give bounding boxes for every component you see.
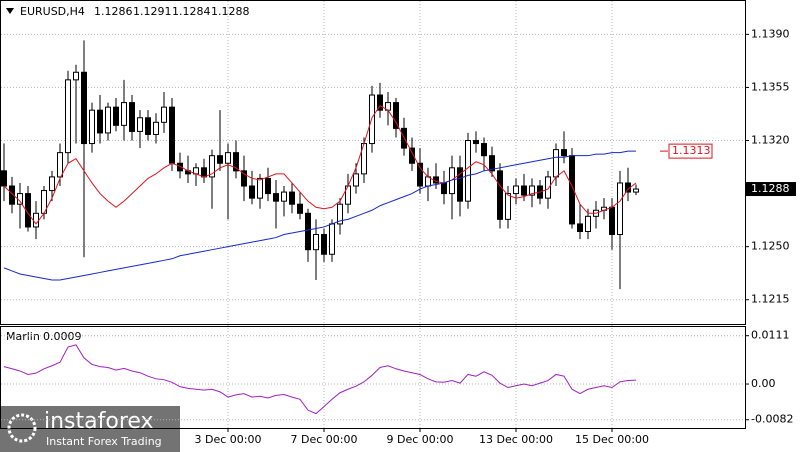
high-value: 1.1291 xyxy=(133,5,172,18)
close-value: 1.1288 xyxy=(211,5,250,18)
candle-body xyxy=(297,203,303,214)
candle-body xyxy=(505,193,511,220)
indicator-title: Marlin xyxy=(6,330,40,343)
candle-body xyxy=(393,102,399,129)
price-label-box xyxy=(668,143,713,159)
candle-body xyxy=(561,149,567,157)
x-tick-label: 13 Dec 00:00 xyxy=(479,433,553,446)
candle-body xyxy=(249,185,255,199)
main-panel xyxy=(0,0,746,325)
candle-body xyxy=(65,79,71,154)
candle-body xyxy=(633,188,639,193)
candle-body xyxy=(33,212,39,228)
candle-body xyxy=(441,182,447,195)
candle-body xyxy=(265,177,271,195)
y-tick-label: 1.1215 xyxy=(751,293,790,306)
indicator-line xyxy=(3,104,637,225)
y-tick-label: 0.0111 xyxy=(751,329,790,342)
candle-body xyxy=(233,152,239,172)
candle-body xyxy=(521,185,527,196)
candle-body xyxy=(97,109,103,134)
candle-body xyxy=(217,155,223,164)
candle-body xyxy=(89,109,95,145)
candle-body xyxy=(377,94,383,111)
candle-body xyxy=(609,206,615,236)
candle-body xyxy=(457,167,463,202)
candle-body xyxy=(273,193,279,202)
candle-body xyxy=(281,191,287,202)
candle-body xyxy=(513,185,519,195)
current-price-label: 1.1288 xyxy=(751,182,790,195)
y-tick-label: 1.1390 xyxy=(751,27,790,40)
candle-body xyxy=(617,182,623,236)
candle-body xyxy=(577,223,583,232)
open-value: 1.1286 xyxy=(94,5,133,18)
candle-body xyxy=(553,149,559,178)
candle-body xyxy=(177,162,183,172)
candle-body xyxy=(353,173,359,187)
candle-body xyxy=(145,117,151,135)
candle-body xyxy=(201,167,207,178)
candle-body xyxy=(161,106,167,123)
candle-body xyxy=(209,155,215,178)
low-value: 1.1284 xyxy=(172,5,211,18)
y-tick-label: 0.00 xyxy=(751,377,776,390)
y-tick-label: 1.1250 xyxy=(751,240,790,253)
y-tick-label: 1.1355 xyxy=(751,80,790,93)
candle-body xyxy=(337,203,343,225)
watermark-title: instaforex xyxy=(44,409,154,434)
symbol-title: EURUSD,H4 xyxy=(20,5,85,18)
candle-body xyxy=(1,170,7,187)
watermark-logo xyxy=(7,413,37,443)
candle-body xyxy=(121,102,127,126)
candle-body xyxy=(417,162,423,187)
candle-body xyxy=(73,71,79,81)
candle-body xyxy=(481,143,487,157)
price-label: 1.1313 xyxy=(672,144,711,157)
watermark-subtitle: Instant Forex Trading xyxy=(46,435,162,448)
candle-body xyxy=(137,117,143,132)
indicator-line xyxy=(3,344,637,415)
indicator-line xyxy=(3,150,636,281)
candle-body xyxy=(257,177,263,199)
menu-arrow xyxy=(6,8,14,14)
candle-body xyxy=(585,215,591,232)
candle-body xyxy=(305,212,311,251)
candle-body xyxy=(545,176,551,199)
candle-body xyxy=(169,106,175,164)
candle-body xyxy=(57,152,63,178)
x-tick-label: 3 Dec 00:00 xyxy=(195,433,262,446)
candle-body xyxy=(81,71,87,145)
x-tick-label: 7 Dec 00:00 xyxy=(291,433,358,446)
y-tick-label: -0.0082 xyxy=(751,413,793,426)
x-tick-label: 9 Dec 00:00 xyxy=(387,433,454,446)
candle-body xyxy=(105,106,111,134)
candle-body xyxy=(113,106,119,126)
indicator-value: 0.0009 xyxy=(43,330,82,343)
candle-body xyxy=(225,152,231,164)
candle-body xyxy=(153,121,159,135)
x-tick-label: 15 Dec 00:00 xyxy=(575,433,649,446)
candle-body xyxy=(329,223,335,255)
candle-body xyxy=(409,147,415,164)
indicator-panel xyxy=(0,326,746,429)
candle-body xyxy=(529,185,535,196)
candle-body xyxy=(289,191,295,205)
y-tick-label: 1.1320 xyxy=(751,134,790,147)
candle-body xyxy=(49,176,55,192)
watermark-bg xyxy=(0,406,180,452)
candle-body xyxy=(241,170,247,187)
candle-body xyxy=(473,140,479,145)
candle-body xyxy=(129,102,135,132)
candle-body xyxy=(465,140,471,202)
candle-body xyxy=(497,170,503,220)
current-price-box xyxy=(746,182,796,197)
candle-body xyxy=(9,185,15,205)
candle-body xyxy=(313,234,319,251)
candle-body xyxy=(489,155,495,172)
candle-body xyxy=(321,234,327,255)
